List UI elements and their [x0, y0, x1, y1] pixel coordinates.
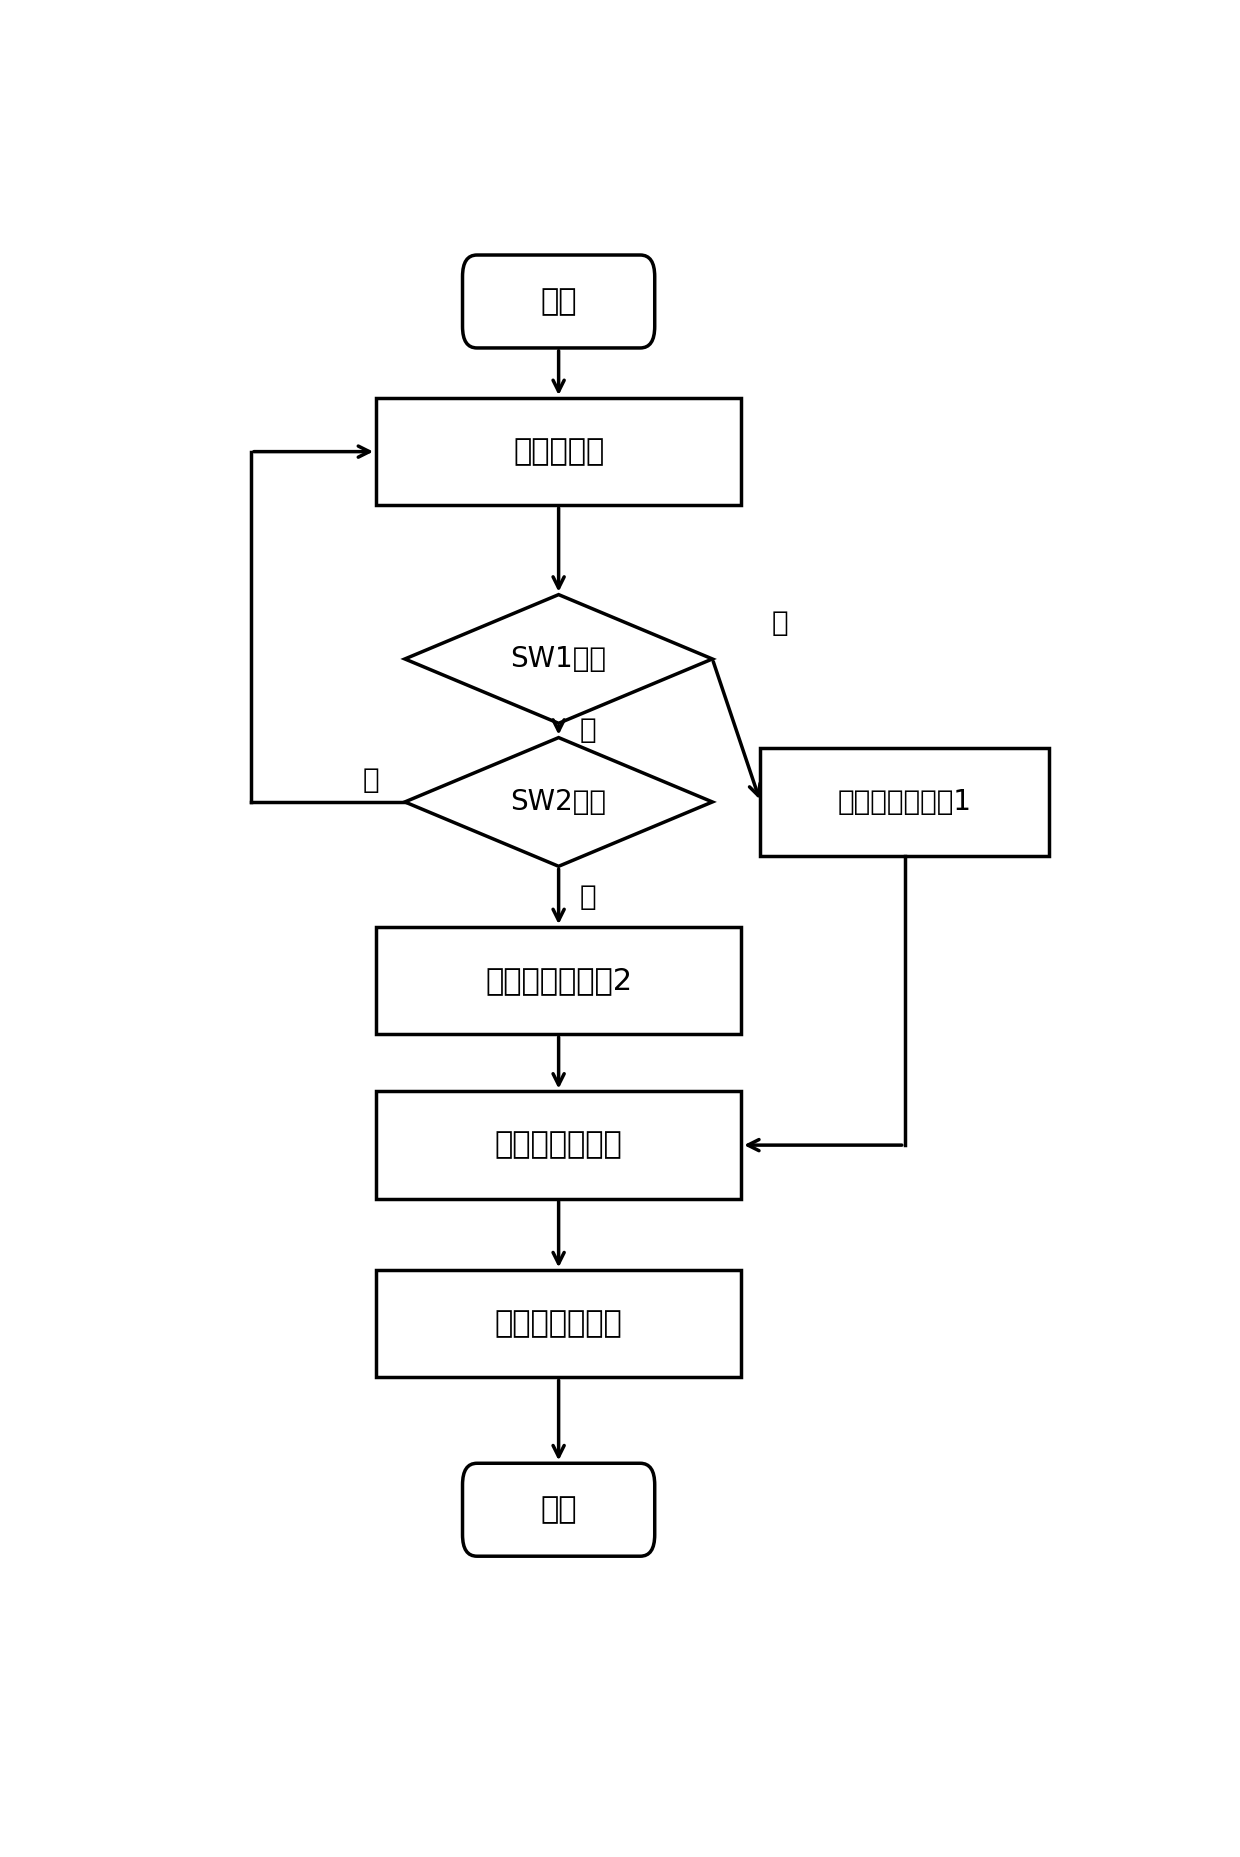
Text: 结束: 结束 [541, 1495, 577, 1525]
Bar [376, 1092, 742, 1200]
Text: 切换到工作模式1: 切换到工作模式1 [837, 787, 972, 815]
Text: 系统初始化: 系统初始化 [513, 436, 604, 466]
Text: 切换到工作模式2: 切换到工作模式2 [485, 966, 632, 995]
Text: SW2按下: SW2按下 [511, 787, 606, 815]
Bar [376, 1270, 742, 1378]
Text: 否: 否 [579, 717, 595, 745]
Text: 存储、液晶显示: 存储、液晶显示 [495, 1131, 622, 1159]
Text: 开始: 开始 [541, 288, 577, 316]
Text: 查看、发送功能: 查看、发送功能 [495, 1309, 622, 1339]
Text: 是: 是 [771, 609, 787, 637]
Bar [760, 748, 1049, 856]
Text: 否: 否 [363, 767, 379, 795]
Text: 是: 是 [579, 882, 595, 910]
Bar [376, 397, 742, 505]
Bar [376, 927, 742, 1034]
Text: SW1按下: SW1按下 [511, 644, 606, 672]
